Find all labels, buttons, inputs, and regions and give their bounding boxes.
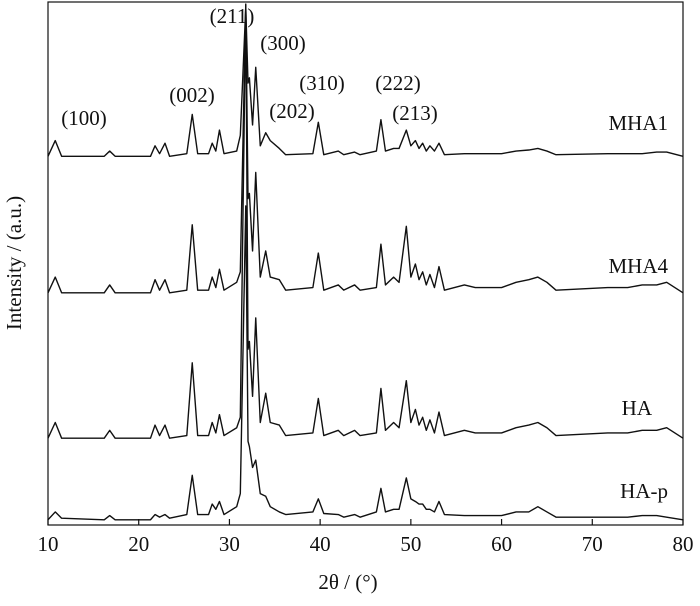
peak-label: (002) bbox=[169, 83, 215, 107]
xrd-trace bbox=[47, 3, 684, 439]
x-tick-label: 80 bbox=[673, 532, 694, 556]
series-label: MHA4 bbox=[608, 254, 668, 278]
xrd-trace bbox=[47, 6, 684, 157]
peak-label: (211) bbox=[210, 4, 255, 28]
peak-label: (300) bbox=[260, 31, 306, 55]
x-tick-label: 40 bbox=[310, 532, 331, 556]
x-tick-label: 60 bbox=[491, 532, 512, 556]
x-axis-label: 2θ / (°) bbox=[318, 570, 377, 594]
x-tick-label: 70 bbox=[582, 532, 603, 556]
x-tick-label: 30 bbox=[219, 532, 240, 556]
peak-label: (310) bbox=[299, 71, 345, 95]
peak-label: (222) bbox=[375, 71, 421, 95]
xrd-trace bbox=[47, 205, 684, 521]
y-axis-label: Intensity / (a.u.) bbox=[2, 196, 26, 330]
peak-label: (213) bbox=[392, 101, 438, 125]
x-tick-label: 20 bbox=[128, 532, 149, 556]
peak-label: (100) bbox=[61, 106, 107, 130]
plot-frame bbox=[47, 1, 684, 526]
x-tick-label: 10 bbox=[38, 532, 59, 556]
xrd-trace bbox=[47, 4, 684, 294]
series-label: HA bbox=[622, 396, 653, 420]
peak-label: (202) bbox=[269, 99, 315, 123]
series-label: HA-p bbox=[620, 479, 668, 503]
series-label: MHA1 bbox=[608, 111, 668, 135]
x-tick-label: 50 bbox=[400, 532, 421, 556]
